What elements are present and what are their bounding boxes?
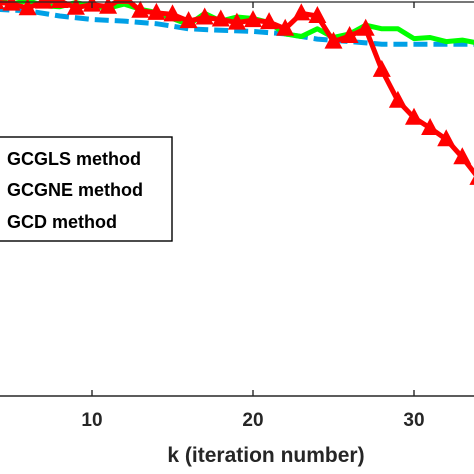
x-tick-layer: 10 20 30: [81, 2, 425, 431]
marker-gcd-method-13: [195, 7, 214, 25]
x-tick-label-30: 30: [403, 410, 424, 431]
marker-gcd-method-7: [99, 0, 118, 14]
x-tick-label-20: 20: [242, 410, 263, 431]
legend-label-gcgls: GCGLS method: [7, 149, 141, 169]
x-axis-label: k (iteration number): [167, 444, 364, 467]
series-layer: [0, 0, 474, 185]
marker-gcd-method-30: [469, 176, 474, 185]
marker-gcd-method-26: [405, 107, 423, 125]
marker-gcd-method-29: [453, 147, 472, 165]
marker-gcd-method-12: [179, 11, 198, 29]
legend-label-gcd: GCD method: [7, 212, 117, 232]
marker-gcd-method-18: [276, 18, 295, 36]
marker-gcd-method-10: [147, 2, 166, 20]
marker-gcd-method-17: [260, 12, 279, 30]
marker-gcd-method-0: [0, 0, 5, 10]
marker-gcd-method-20: [308, 6, 327, 23]
marker-gcd-method-24: [372, 59, 391, 77]
marker-gcd-method-2: [18, 0, 37, 16]
marker-gcd-method-28: [437, 129, 456, 147]
marker-gcd-method-22: [340, 26, 359, 43]
marker-gcd-method-1: [2, 0, 21, 11]
marker-gcd-method-15: [227, 12, 246, 30]
x-tick-label-10: 10: [81, 410, 102, 431]
marker-gcd-method-21: [324, 31, 343, 49]
series-line-gcgls-method: [0, 7, 474, 47]
legend-label-gcgne: GCGNE method: [7, 180, 143, 200]
marker-gcd-method-19: [292, 3, 311, 21]
marker-gcd-method-9: [131, 0, 150, 18]
marker-gcd-method-5: [66, 0, 85, 15]
marker-gcd-method-27: [421, 118, 440, 135]
marker-gcd-method-23: [356, 18, 375, 36]
marker-gcd-method-14: [211, 9, 230, 27]
plot-frame: [0, 1, 474, 397]
marker-gcd-method-11: [163, 4, 182, 22]
legend: GCGLS method GCGNE method GCD method: [0, 136, 173, 242]
legend-box: [0, 136, 173, 242]
marker-gcd-method-25: [388, 90, 407, 108]
marker-gcd-method-16: [244, 10, 262, 28]
